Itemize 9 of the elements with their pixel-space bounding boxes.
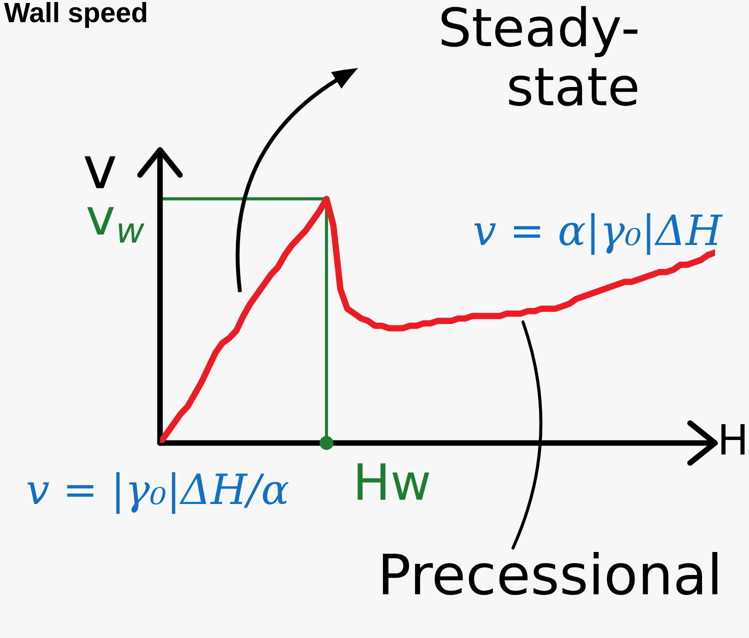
x-axis-title: H [721,424,745,454]
chart-title: Wall speed [4,2,146,28]
text: Hw [358,463,430,500]
annotation: v = α|γ₀|ΔH [474,213,723,255]
text: Precessional [382,552,718,596]
y-axis-title: v [84,156,116,188]
text: Steady- state [442,6,638,106]
text: v = |γ₀|ΔH/α [28,472,288,514]
ref-line-label: v$_{w}$ [87,207,144,243]
